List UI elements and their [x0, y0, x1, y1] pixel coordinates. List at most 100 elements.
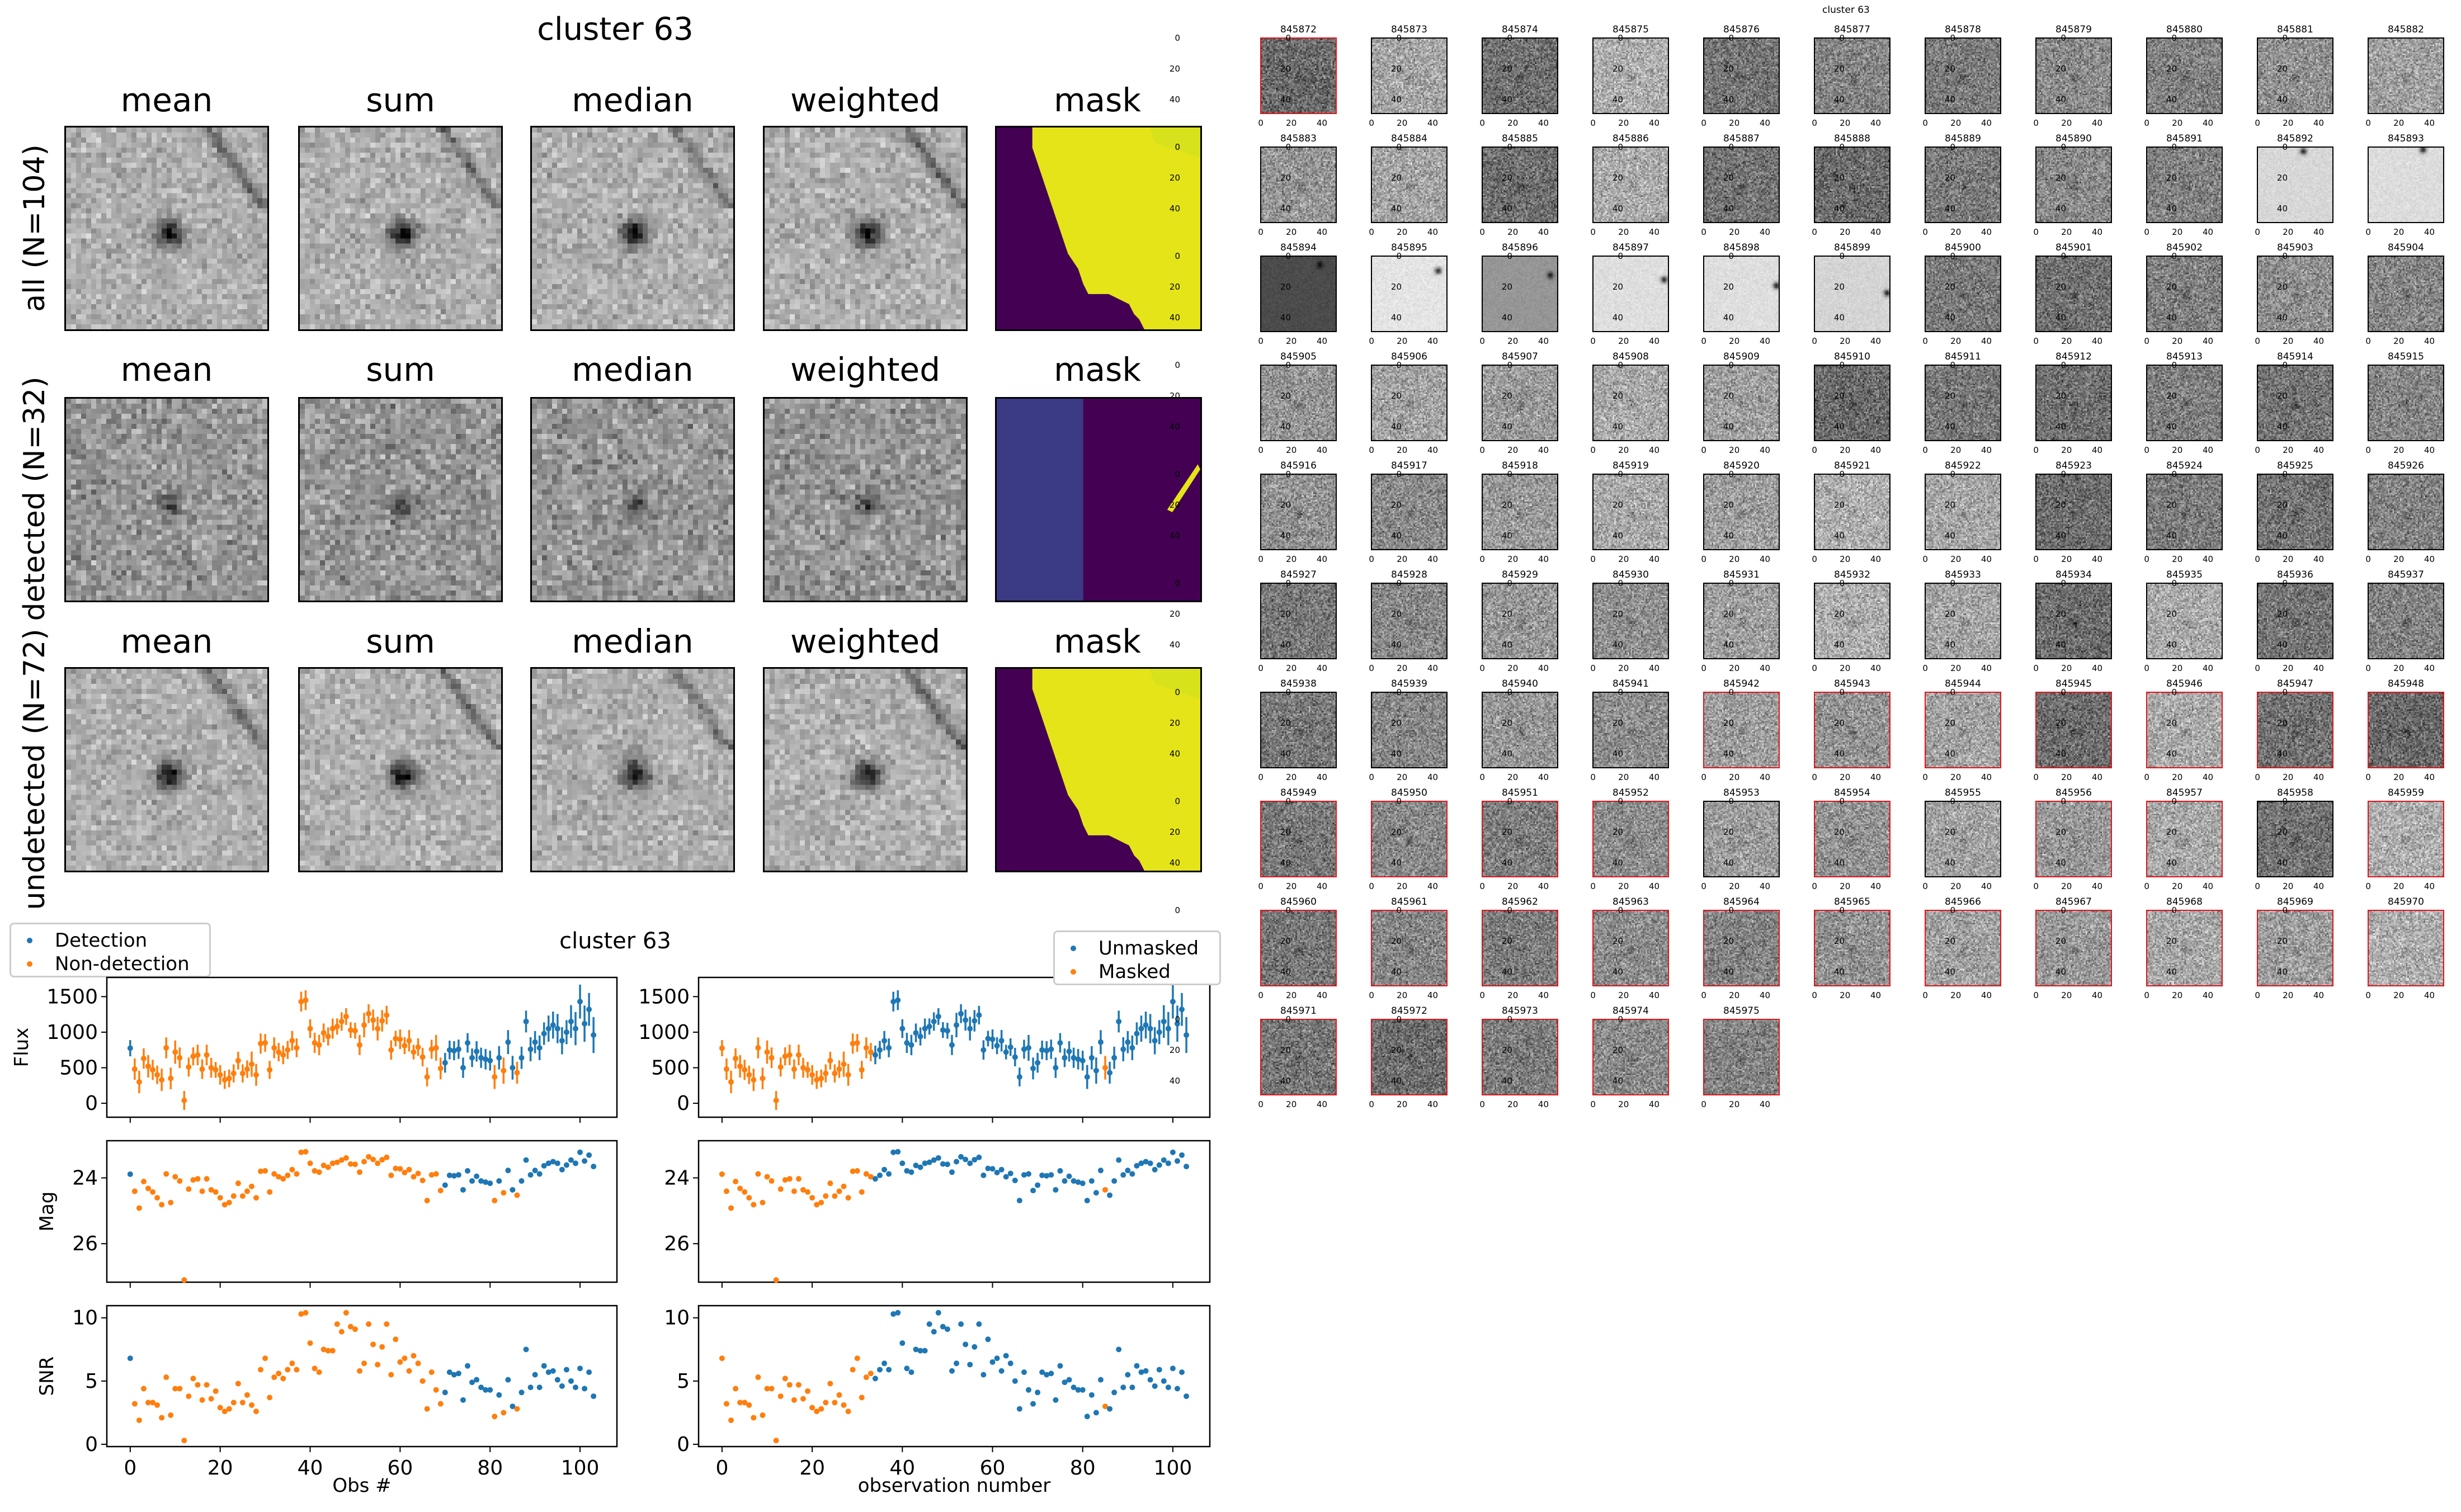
snr-point: [230, 1400, 237, 1406]
y-tick-label: 20: [1944, 936, 1955, 947]
flux-point: [818, 1075, 824, 1081]
y-tick-label: 40: [1944, 639, 1955, 650]
x-tick-label: 20: [1618, 663, 1629, 673]
axes-frame: [697, 976, 1211, 1118]
y-tick-label: 40: [2166, 639, 2177, 650]
flux-point: [442, 1060, 448, 1066]
flux-point: [514, 1070, 520, 1076]
y-tick-label: 20: [1280, 64, 1291, 74]
flux-point: [1125, 1039, 1131, 1045]
x-tick-label: 40: [2202, 554, 2214, 564]
y-tick-label: 0: [1950, 905, 1955, 916]
y-tick-label: 0: [1728, 469, 1734, 480]
snr-point: [764, 1386, 770, 1392]
snr-point: [841, 1402, 847, 1408]
y-tick-label: 0: [677, 1433, 690, 1456]
snr-point: [1097, 1377, 1104, 1383]
thumbnail-image: [1814, 256, 1890, 332]
snr-point: [213, 1388, 219, 1394]
flux-point: [742, 1067, 748, 1073]
snr-point: [271, 1374, 277, 1381]
flux-point: [131, 1066, 138, 1072]
thumbnail-title: 845932: [1834, 569, 1870, 580]
x-tick-label: 0: [1590, 336, 1596, 346]
snr-point: [967, 1362, 973, 1368]
snr-point: [742, 1400, 748, 1406]
snr-point: [199, 1397, 205, 1403]
x-tick-label: 40: [1316, 990, 1328, 1000]
mag-point: [230, 1193, 237, 1199]
snr-point: [795, 1382, 802, 1388]
mag-point: [863, 1171, 869, 1177]
y-tick-label: 40: [2055, 421, 2066, 432]
x-tick-label: 0: [2033, 772, 2039, 782]
x-tick-label: 20: [1729, 881, 1740, 891]
thumbnail-title: 845874: [1502, 24, 1538, 35]
y-tick-label: 10: [72, 1307, 98, 1330]
x-tick-label: 40: [2091, 663, 2103, 673]
thumbnail-image: [1371, 801, 1448, 877]
x-tick-label: 40: [1538, 554, 1549, 564]
y-tick-label: 40: [1612, 1075, 1623, 1086]
flux-point: [859, 1067, 865, 1073]
x-tick-label: 0: [1590, 772, 1596, 782]
x-tick-label: 0: [2033, 445, 2039, 455]
x-tick-label: 20: [2283, 881, 2294, 891]
x-tick-label: 0: [1922, 663, 1928, 673]
x-tick-label: 60: [980, 1457, 1006, 1480]
y-tick-label: 20: [1169, 609, 1180, 620]
thumbnail-title: 845937: [2388, 569, 2424, 580]
masked-marker-icon: [1071, 969, 1076, 975]
mag-point: [814, 1202, 820, 1208]
snr-point: [469, 1379, 475, 1386]
column-label-mean-all: mean: [120, 81, 213, 119]
x-tick-label: 20: [1286, 1099, 1297, 1109]
x-tick-label: 0: [1369, 663, 1374, 673]
y-tick-label: 20: [2276, 64, 2288, 74]
thumbnail-image: [1703, 801, 1780, 877]
mag-point: [954, 1159, 960, 1165]
x-tick-label: 0: [1590, 445, 1596, 455]
flux-point: [733, 1055, 739, 1061]
x-tick-label: 20: [2393, 663, 2405, 673]
x-tick-label: 0: [1701, 881, 1706, 891]
snr-point: [868, 1371, 874, 1377]
y-tick-label: 20: [1833, 500, 1845, 511]
y-tick-label: 0: [1618, 687, 1623, 698]
x-tick-label: 40: [1870, 118, 1882, 128]
mag-point: [1039, 1172, 1045, 1178]
flux-point: [1129, 1045, 1135, 1051]
flux-point: [150, 1067, 156, 1073]
flux-point: [271, 1045, 277, 1051]
flux-point: [370, 1017, 376, 1023]
snr-point: [352, 1326, 358, 1333]
y-tick-label: 40: [1944, 203, 1955, 214]
x-tick-label: 40: [2202, 990, 2214, 1000]
flux-point: [343, 1013, 349, 1019]
flux-point: [904, 1040, 910, 1046]
x-tick-label: 0: [1922, 554, 1928, 564]
y-tick-label: 20: [1723, 609, 1734, 620]
thumbnail-image: [2368, 474, 2444, 550]
snr-point: [248, 1402, 254, 1408]
snr-point: [442, 1390, 448, 1396]
flux-point: [411, 1049, 417, 1055]
flux-point: [935, 1013, 941, 1019]
flux-point: [877, 1047, 883, 1053]
thumbnail-image: [2257, 147, 2333, 223]
thumbnail-title: 845906: [1391, 351, 1427, 362]
thumbnail-image: [1814, 474, 1890, 550]
thumbnail-image: [2257, 365, 2333, 441]
thumbnail-title: 845959: [2388, 787, 2424, 798]
mag-point: [446, 1172, 452, 1178]
thumbnail-image: [1482, 474, 1558, 550]
y-tick-label: 40: [1169, 530, 1180, 541]
y-tick-label: 40: [1169, 312, 1180, 323]
x-tick-label: 20: [1840, 227, 1851, 237]
flux-point: [899, 1026, 906, 1032]
thumbnail-title: 845909: [1723, 351, 1760, 362]
flux-point: [433, 1045, 439, 1051]
x-tick-label: 20: [1286, 881, 1297, 891]
snr-point: [980, 1372, 987, 1378]
x-tick-label: 0: [1258, 1099, 1263, 1109]
